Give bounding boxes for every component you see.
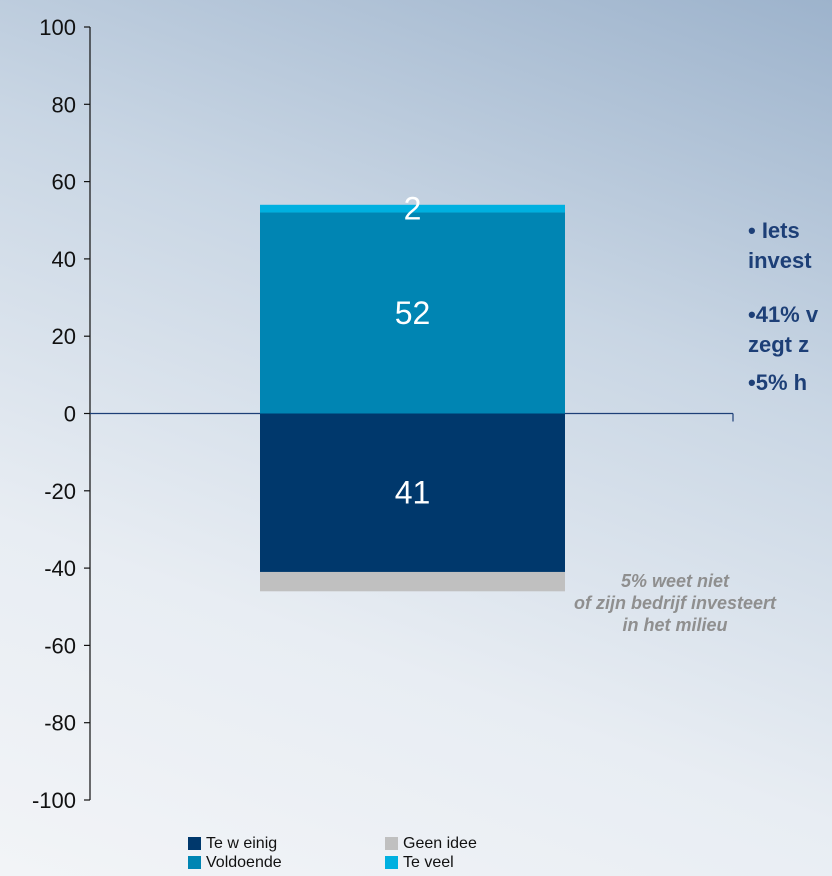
y-tick-label: -40 <box>44 556 76 581</box>
y-tick-label: 60 <box>52 170 76 195</box>
annotation-3-line: •5% h <box>748 370 808 395</box>
y-tick-label: 80 <box>52 92 76 117</box>
y-tick-label: -20 <box>44 479 76 504</box>
bar-geen-idee <box>260 571 565 592</box>
data-label-te-w-einig: 41 <box>395 475 431 511</box>
legend-item-te-w-einig: Te w einig <box>188 834 385 853</box>
legend-label: Te veel <box>403 853 454 871</box>
data-labels: 52 2 41 <box>395 191 431 511</box>
legend-label: Te w einig <box>206 834 278 852</box>
note-line-3: in het milieu <box>622 615 728 635</box>
y-tick-label: 0 <box>64 402 76 427</box>
y-tick-label: 100 <box>39 15 76 40</box>
legend-label: Geen idee <box>403 834 477 852</box>
legend-item-te-veel: Te veel <box>385 853 525 872</box>
y-tick-label: 40 <box>52 247 76 272</box>
legend-label: Voldoende <box>206 853 282 871</box>
y-tick-label: -80 <box>44 711 76 736</box>
legend-swatch <box>188 856 201 869</box>
annotation-2-line-b: zegt z <box>748 332 810 357</box>
y-tick-label: 20 <box>52 324 76 349</box>
annotation-1-line-a: • Iets <box>748 218 800 243</box>
legend-item-voldoende: Voldoende <box>188 853 385 872</box>
bar-voldoende <box>260 212 565 414</box>
legend: Te w einig Geen idee Voldoende Te veel <box>188 834 525 872</box>
annotation-2: •41% v zegt z <box>748 300 818 360</box>
data-label-voldoende: 52 <box>395 295 431 331</box>
y-axis: 100 80 60 40 20 0 -20 -40 -60 -80 -100 <box>32 15 91 813</box>
annotation-1: • Iets invest <box>748 216 812 276</box>
bar-te-veel <box>260 204 565 213</box>
annotation-3: •5% h <box>748 368 807 398</box>
bar-segments <box>260 204 565 592</box>
bar-te-w-einig <box>260 413 565 572</box>
legend-item-geen-idee: Geen idee <box>385 834 525 853</box>
note-line-2: of zijn bedrijf investeert <box>573 593 777 613</box>
unknown-note: 5% weet niet of zijn bedrijf investeert … <box>525 570 825 636</box>
legend-swatch <box>385 837 398 850</box>
annotation-1-line-b: invest <box>748 248 812 273</box>
note-line-1: 5% weet niet <box>620 571 730 591</box>
y-tick-label: -60 <box>44 633 76 658</box>
legend-swatch <box>188 837 201 850</box>
y-tick-label: -100 <box>32 788 76 813</box>
annotation-2-line-a: •41% v <box>748 302 819 327</box>
legend-swatch <box>385 856 398 869</box>
data-label-te-veel: 2 <box>404 191 422 227</box>
